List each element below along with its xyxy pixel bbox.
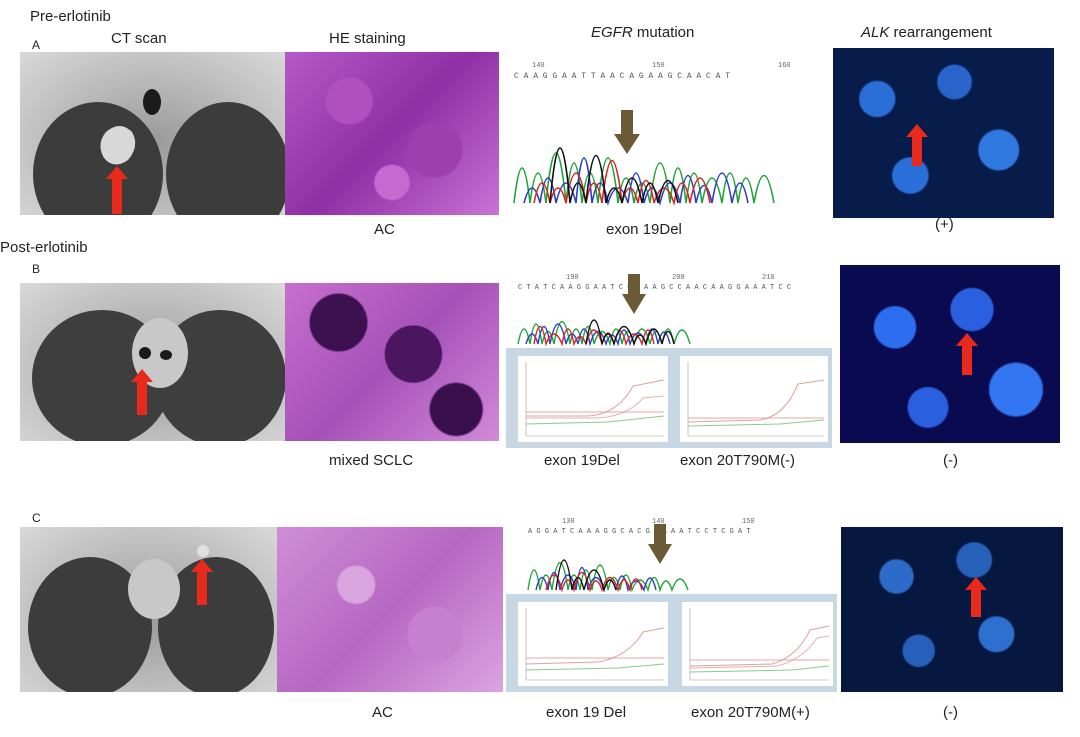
- ct-scan-b: [20, 283, 285, 441]
- ct-scan-c-drawing: [28, 545, 274, 692]
- he-staining-a: [285, 52, 499, 215]
- pre-erlotinib-label: Pre-erlotinib: [30, 8, 111, 25]
- seq-a-tick-3: 160: [778, 62, 791, 70]
- pcr-plot-b-left-svg: [525, 362, 665, 437]
- he-staining-b: [285, 283, 499, 441]
- red-arrow-c-fish: [965, 577, 987, 617]
- brown-arrow-a: [614, 110, 640, 154]
- egfr-italic: EGFR: [591, 24, 633, 41]
- red-arrow-a-ct: [106, 166, 128, 214]
- seq-b-tick-2: 200: [672, 274, 685, 282]
- chromatogram-b-svg: 190 200 210 C T A T C A A G G A A T C G …: [517, 274, 791, 347]
- ct-scan-a-drawing: [33, 89, 285, 215]
- seq-a-bases: C A A G G A A T T A A C A G A A G C A A …: [514, 72, 730, 81]
- he-staining-header: HE staining: [329, 30, 406, 47]
- pcr-plot-b-right: [680, 356, 828, 442]
- egfr-rest: mutation: [632, 24, 695, 41]
- seq-c-bases: A G G A T C A A A G G C A C G G A A A T …: [528, 528, 751, 536]
- seq-c-tick-3: 150: [742, 518, 755, 526]
- seq-c-tick-2: 140: [652, 518, 665, 526]
- red-arrow-a-fish: [906, 124, 928, 166]
- fish-a: [833, 48, 1054, 218]
- panel-c-letter: C: [32, 511, 41, 525]
- caption-b-egfr-left: exon 19Del: [544, 452, 620, 469]
- pcr-plot-c-left: [518, 602, 668, 686]
- red-arrow-b-ct: [131, 369, 153, 415]
- caption-b-egfr-right: exon 20T790M(-): [680, 452, 796, 469]
- alk-rearrangement-header: ALK rearrangement: [861, 24, 992, 41]
- caption-c-egfr-left: exon 19 Del: [546, 704, 627, 721]
- chromatogram-c-svg: 130 140 150 A G G A T C A A A G G C A C …: [527, 518, 755, 593]
- he-staining-c: [277, 527, 503, 692]
- pcr-plot-c-right: [682, 602, 833, 686]
- brown-arrow-b: [622, 274, 646, 314]
- fish-c: [841, 527, 1063, 692]
- post-erlotinib-label: Post-erlotinib: [0, 239, 88, 256]
- red-arrow-c-ct: [191, 559, 213, 605]
- brown-arrow-c: [648, 524, 672, 564]
- pcr-plot-b-right-svg: [687, 362, 825, 437]
- pcr-plot-b-left: [518, 356, 668, 442]
- seq-c-tick-1: 130: [562, 518, 575, 526]
- seq-b-tick-3: 210: [762, 274, 775, 282]
- pcr-plot-c-right-svg: [689, 608, 830, 681]
- egfr-mutation-header: EGFR mutation: [591, 24, 694, 41]
- ct-scan-a: [20, 52, 285, 215]
- caption-c-alk: (-): [943, 704, 958, 721]
- chromatogram-a: 140 150 160 C A A G G A A T T A A C A G …: [510, 58, 818, 208]
- chromatogram-c: 130 140 150 A G G A T C A A A G G C A C …: [526, 514, 818, 594]
- panel-a-letter: A: [32, 38, 41, 52]
- pcr-plot-c-left-svg: [525, 608, 665, 681]
- seq-a-tick-2: 150: [652, 62, 665, 70]
- pcr-panel-c: [506, 594, 837, 692]
- seq-a-tick-1: 140: [532, 62, 545, 70]
- pcr-panel-b: [506, 348, 832, 448]
- caption-a-egfr: exon 19Del: [606, 221, 682, 238]
- seq-b-bases: C T A T C A A G G A A T C G A A A G C C …: [518, 284, 791, 292]
- chromatogram-a-svg: 140 150 160 C A A G G A A T T A A C A G …: [513, 62, 791, 207]
- caption-c-egfr-right: exon 20T790M(+): [691, 704, 810, 721]
- caption-c-he: AC: [372, 704, 393, 721]
- alk-italic: ALK: [861, 24, 890, 41]
- panel-b-letter: B: [32, 262, 41, 276]
- alk-rest: rearrangement: [889, 24, 992, 41]
- caption-a-alk: (+): [935, 216, 954, 233]
- fish-b: [840, 265, 1060, 443]
- seq-b-tick-1: 190: [566, 274, 579, 282]
- ct-scan-c: [20, 527, 277, 692]
- caption-a-he: AC: [374, 221, 395, 238]
- ct-scan-b-drawing: [32, 310, 285, 441]
- caption-b-he: mixed SCLC: [329, 452, 414, 469]
- red-arrow-b-fish: [956, 333, 978, 375]
- ct-scan-header: CT scan: [111, 30, 167, 47]
- chromatogram-b: 190 200 210 C T A T C A A G G A A T C G …: [516, 270, 816, 348]
- caption-b-alk: (-): [943, 452, 958, 469]
